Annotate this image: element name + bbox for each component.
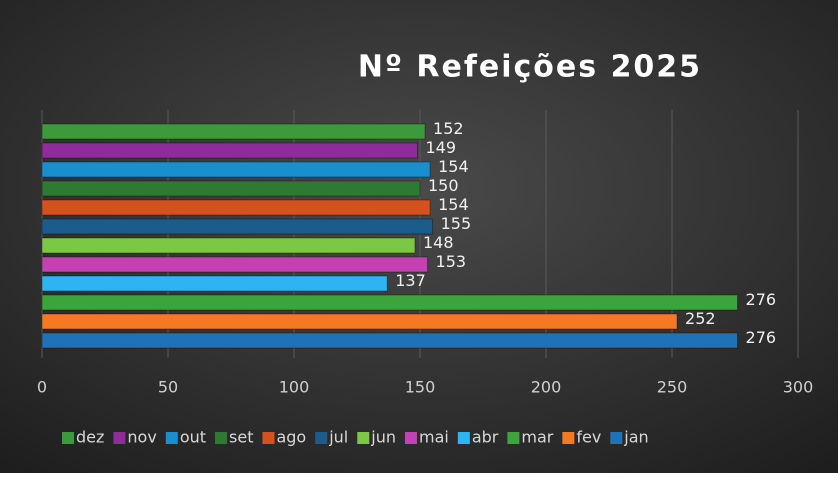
data-label: 153 <box>436 252 467 271</box>
x-tick-label: 300 <box>783 378 814 397</box>
bar <box>41 256 429 273</box>
legend-label: jun <box>370 428 396 447</box>
x-tick-label: 50 <box>158 378 178 397</box>
legend-swatch <box>113 432 126 444</box>
legend-label: ago <box>276 428 306 447</box>
legend-swatch <box>165 432 178 444</box>
data-label: 148 <box>423 233 454 252</box>
legend-swatch <box>404 432 417 444</box>
x-tick-label: 250 <box>657 378 688 397</box>
legend-label: jul <box>328 428 348 447</box>
legend-swatch <box>357 432 370 444</box>
bar <box>41 332 739 349</box>
legend-label: out <box>180 428 206 447</box>
legend-label: set <box>229 428 253 447</box>
data-label: 150 <box>428 176 459 195</box>
x-tick-label: 100 <box>279 378 310 397</box>
data-label: 152 <box>433 119 464 138</box>
data-label: 276 <box>746 290 777 309</box>
legend-swatch <box>315 432 328 444</box>
bar <box>41 142 418 159</box>
data-label: 155 <box>441 214 472 233</box>
legend-label: dez <box>76 428 104 447</box>
legend-swatch <box>262 432 275 444</box>
legend-label: nov <box>127 428 156 447</box>
chart-title: Nº Refeições 2025 <box>358 50 702 85</box>
data-label: 154 <box>438 157 469 176</box>
x-tick-label: 200 <box>531 378 562 397</box>
legend-swatch <box>610 432 623 444</box>
bar <box>41 275 388 292</box>
bar <box>41 123 426 140</box>
bar <box>41 199 431 216</box>
legend-swatch <box>457 432 470 444</box>
legend-swatch <box>562 432 575 444</box>
data-label: 137 <box>395 271 426 290</box>
bar <box>41 237 416 254</box>
bar <box>41 161 431 178</box>
bar <box>41 294 739 311</box>
legend-label: abr <box>472 428 499 447</box>
legend-label: fev <box>576 428 601 447</box>
x-tick-label: 150 <box>405 378 436 397</box>
bar <box>41 218 434 235</box>
legend-swatch <box>215 432 228 444</box>
legend-swatch <box>62 432 74 444</box>
data-label: 154 <box>438 195 469 214</box>
data-label: 276 <box>746 328 777 347</box>
legend-label: jan <box>623 428 648 447</box>
x-tick-label: 0 <box>37 378 47 397</box>
data-label: 252 <box>685 309 716 328</box>
legend-label: mai <box>419 428 449 447</box>
legend-label: mar <box>521 428 553 447</box>
data-label: 149 <box>425 138 456 157</box>
legend-swatch <box>507 432 520 444</box>
bar <box>41 180 421 197</box>
bar <box>41 313 678 330</box>
